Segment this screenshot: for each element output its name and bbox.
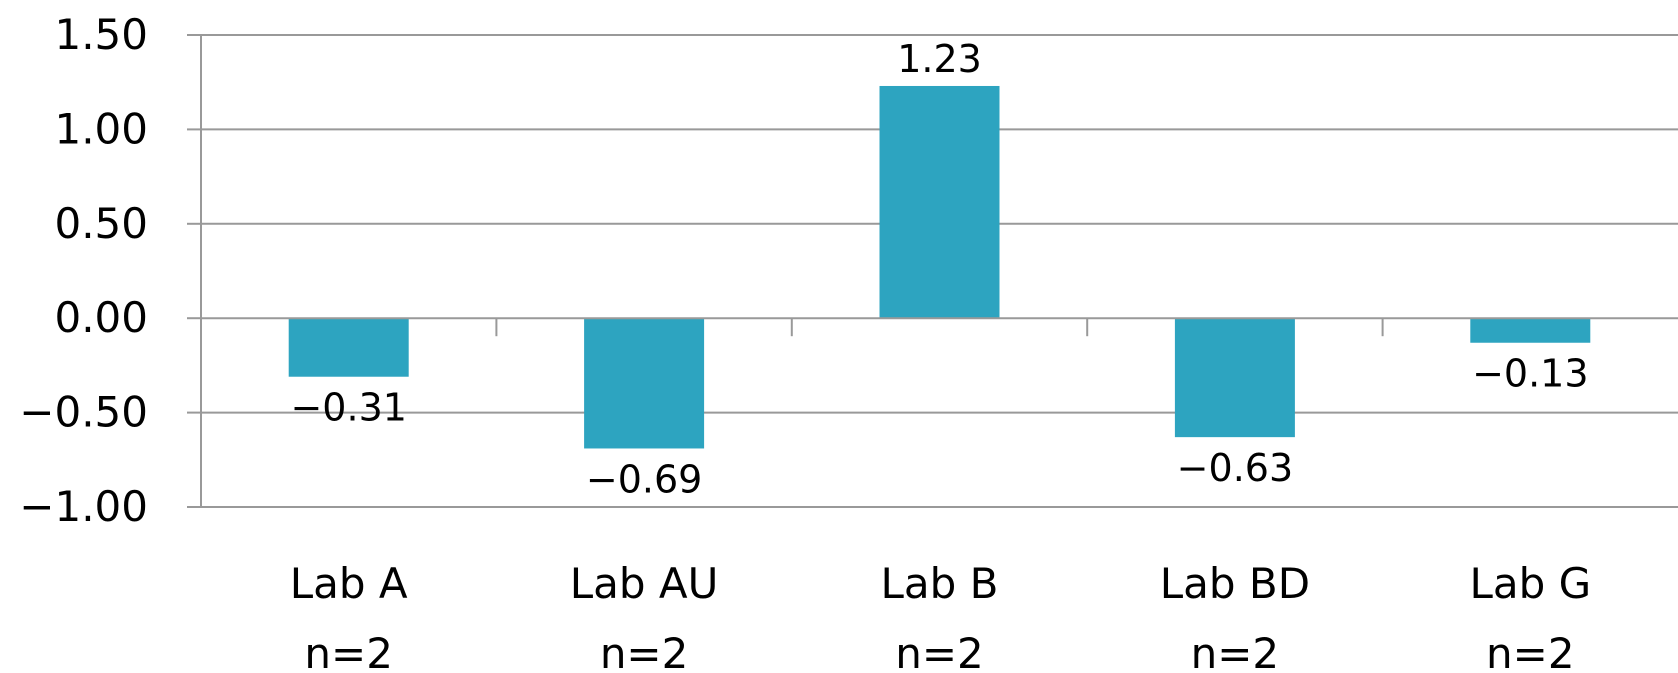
x-category-label: Lab G (1469, 559, 1591, 608)
data-label: −0.69 (586, 457, 702, 501)
x-category-label: Lab B (881, 559, 999, 608)
x-sample-size-label: n=2 (895, 629, 984, 673)
x-sample-size-label: n=2 (600, 629, 689, 673)
bar (1470, 318, 1591, 343)
x-category-label: Lab A (290, 559, 408, 608)
x-category-label: Lab AU (570, 559, 719, 608)
x-sample-size-label: n=2 (1191, 629, 1280, 673)
y-tick-label: 1.00 (54, 104, 148, 153)
bar (288, 318, 409, 377)
bars (288, 85, 1591, 449)
bar (879, 85, 1000, 319)
y-tick-label: 0.50 (54, 199, 148, 248)
x-category-label: Lab BD (1160, 559, 1310, 608)
data-label: −0.63 (1177, 446, 1293, 490)
bar (584, 318, 705, 449)
y-tick-label: 1.50 (54, 10, 148, 59)
labels: 1.50 1.00 0.50 0.00 −0.50 −1.00 −0.31 −0.69 1.23… (19, 10, 1591, 673)
data-label: −0.13 (1472, 352, 1588, 396)
y-tick-label: 0.00 (54, 293, 148, 342)
y-tick-label: −0.50 (19, 388, 148, 437)
data-label: −0.31 (290, 386, 406, 430)
axes (187, 34, 1678, 508)
y-tick-label: −1.00 (19, 482, 148, 531)
x-sample-size-label: n=2 (304, 629, 393, 673)
data-label: 1.23 (897, 37, 982, 81)
x-sample-size-label: n=2 (1486, 629, 1575, 673)
bar (1174, 318, 1295, 438)
